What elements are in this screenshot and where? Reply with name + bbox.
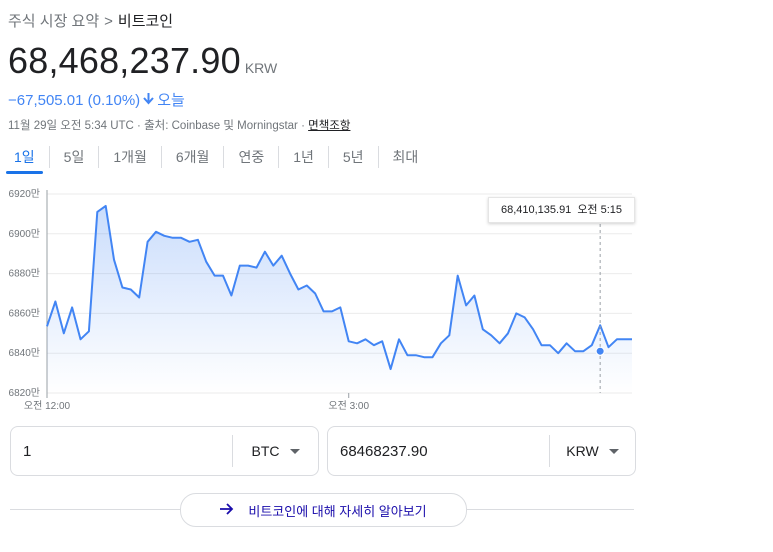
y-tick-label: 6820만 — [9, 387, 40, 399]
disclaimer-link[interactable]: 면책조항 — [308, 120, 351, 132]
tab-5d[interactable]: 5일 — [50, 146, 100, 168]
chart-tooltip: 68,410,135.91 오전 5:15 — [488, 197, 635, 223]
range-tabs: 1일 5일 1개월 6개월 연중 1년 5년 최대 — [0, 143, 432, 174]
change-period: 오늘 — [157, 92, 185, 109]
tab-ytd[interactable]: 연중 — [224, 146, 280, 168]
tab-1m[interactable]: 1개월 — [99, 146, 162, 168]
breadcrumb-current: 비트코인 — [117, 13, 174, 30]
price-change: −67,505.01 (0.10%) 오늘 — [8, 89, 185, 110]
caret-down-icon — [289, 448, 300, 454]
to-currency-select[interactable]: KRW — [550, 427, 635, 475]
converter-divider — [549, 435, 550, 467]
meta-text: 11월 29일 오전 5:34 UTC · 출처: Coinbase 및 Mor… — [8, 120, 309, 132]
x-tick-label: 오전 12:00 — [24, 400, 71, 412]
converter-from: BTC — [10, 426, 319, 476]
x-tick-label: 오전 3:00 — [328, 400, 369, 412]
y-tick-label: 6920만 — [9, 188, 40, 200]
tab-1d[interactable]: 1일 — [0, 146, 50, 174]
from-currency-label: BTC — [251, 443, 280, 459]
change-value: −67,505.01 (0.10%) — [8, 92, 141, 109]
breadcrumb-separator: > — [104, 13, 113, 30]
meta-info: 11월 29일 오전 5:34 UTC · 출처: Coinbase 및 Mor… — [8, 117, 350, 133]
breadcrumb: 주식 시장 요약 > 비트코인 — [8, 10, 173, 31]
to-currency-label: KRW — [566, 443, 599, 459]
tab-max[interactable]: 최대 — [392, 149, 419, 165]
converter-to: KRW — [327, 426, 636, 476]
y-tick-label: 6900만 — [9, 228, 40, 240]
tab-5y[interactable]: 5년 — [329, 146, 379, 168]
price-row: 68,468,237.90 KRW — [8, 40, 277, 82]
to-amount-input[interactable] — [328, 427, 548, 475]
from-currency-select[interactable]: BTC — [233, 427, 318, 475]
converter-divider — [232, 435, 233, 467]
y-tick-label: 6880만 — [9, 268, 40, 280]
learn-more-label: 비트코인에 대해 자세히 알아보기 — [248, 503, 427, 519]
y-tick-label: 6860만 — [9, 307, 40, 319]
arrow-down-icon — [143, 92, 154, 109]
from-amount-input[interactable] — [11, 427, 231, 475]
y-tick-label: 6840만 — [9, 347, 40, 359]
price-line — [46, 204, 632, 371]
learn-more-button[interactable]: 비트코인에 대해 자세히 알아보기 — [180, 493, 467, 527]
tooltip-value: 68,410,135.91 — [500, 204, 572, 216]
price-area — [47, 205, 632, 393]
caret-down-icon — [608, 448, 619, 454]
tab-1y[interactable]: 1년 — [279, 146, 329, 168]
price-currency: KRW — [244, 60, 278, 76]
tooltip-time: 오전 5:15 — [577, 204, 623, 216]
current-price: 68,468,237.90 — [8, 40, 241, 81]
hover-point — [595, 346, 605, 356]
arrow-right-icon — [220, 502, 234, 519]
breadcrumb-parent-link[interactable]: 주식 시장 요약 — [8, 13, 100, 30]
tab-6m[interactable]: 6개월 — [162, 146, 225, 168]
